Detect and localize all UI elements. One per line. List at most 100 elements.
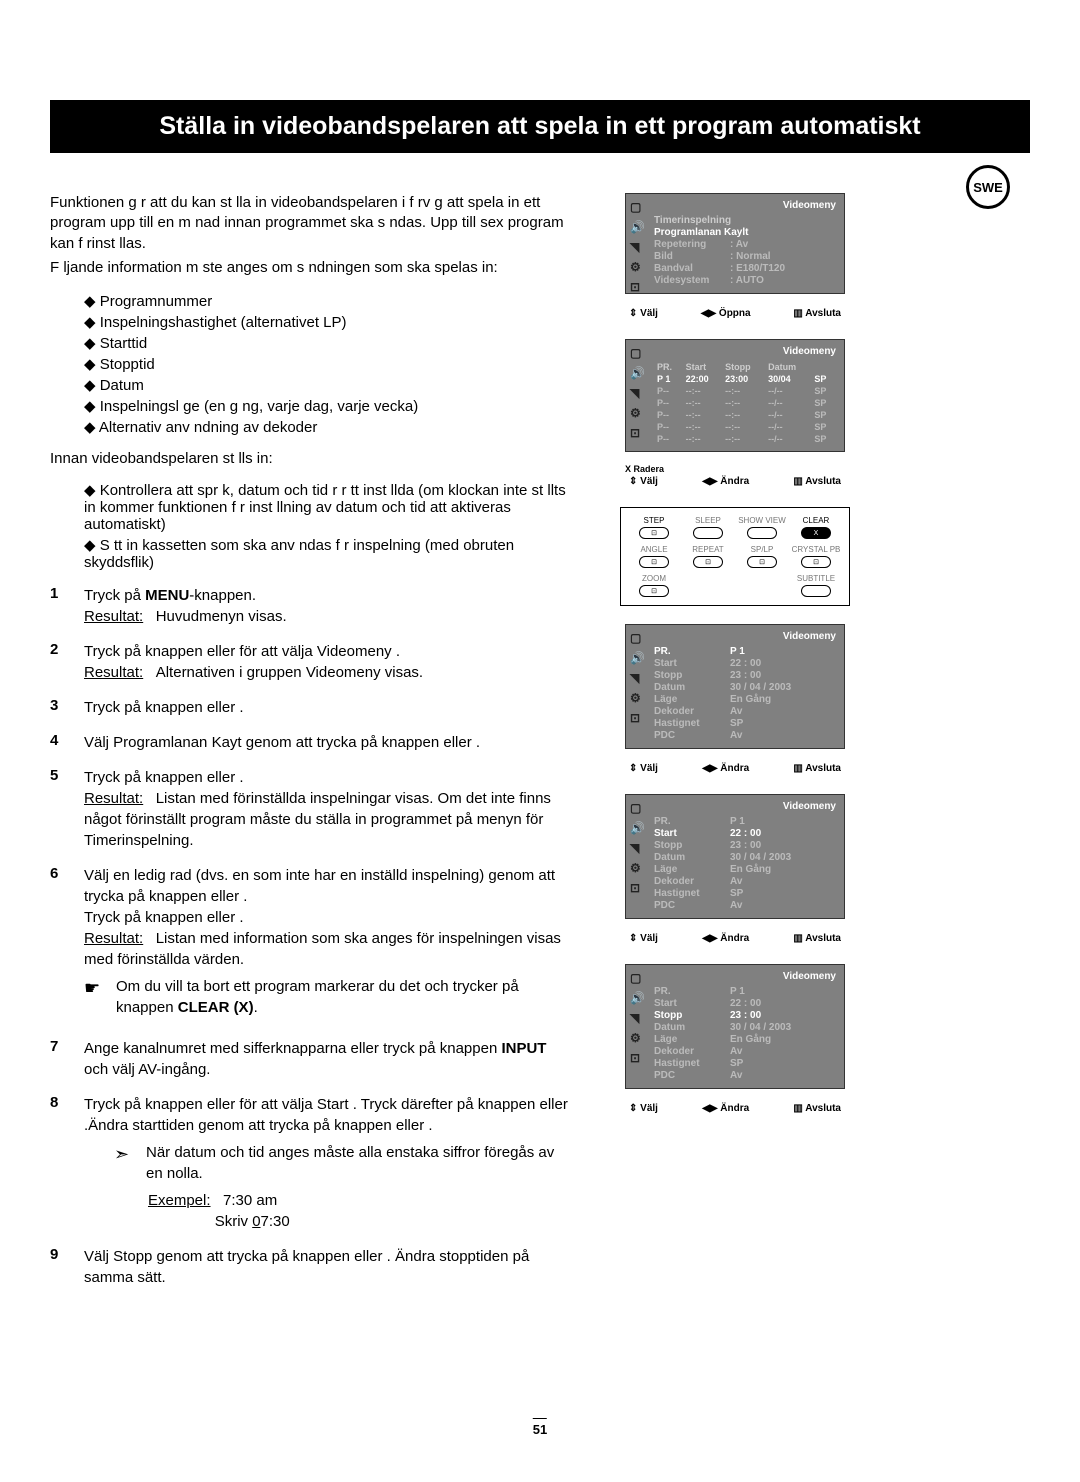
step7-text-b: och välj AV-ingång. [84,1061,210,1078]
step-6: 6 Välj en ledig rad (dvs. en som inte ha… [50,865,570,1024]
step6-result-label: Resultat: [84,930,143,947]
panel1-val: : AUTO [730,275,764,286]
osd-panel-1: ▢🔊◥⚙⊡ Videomeny Timerinspelning Programl… [625,193,845,294]
step1-result-label: Resultat: [84,608,143,625]
language-badge: SWE [966,165,1010,209]
panel-header: Videomeny [654,200,836,211]
step-4: 4 Välj Programlanan Kayt genom att tryck… [50,732,570,753]
clear-bold: CLEAR (X) [178,999,254,1016]
step-number: 2 [50,641,84,683]
panel1-label: Bandval [654,263,724,274]
bullet-list-2: Kontrollera att spr k, datum och tid r r… [84,481,570,571]
panel1-label: Bild [654,251,724,262]
example-val2a: Skriv [215,1213,253,1230]
panel-footer-3: ⇕ Välj ◀▶ Ändra ▥ Avsluta [625,761,845,776]
step1-result-text: Huvudmenyn visas. [156,608,287,625]
step6-note: ☛ Om du vill ta bort ett program markera… [84,976,570,1018]
step-3: 3 Tryck på knappen eller . [50,697,570,718]
content-right: ▢🔊◥⚙⊡ Videomeny Timerinspelning Programl… [600,193,870,1302]
footer-valj: Välj [640,308,658,319]
step-number: 1 [50,585,84,627]
step-5: 5 Tryck på knappen eller . Resultat: Lis… [50,767,570,851]
step-7: 7 Ange kanalnumret med sifferknapparna e… [50,1038,570,1080]
content-left: Funktionen g r att du kan st lla in vide… [50,193,570,1302]
example-val2u: 0 [252,1213,260,1230]
osd-panel-5: ▢🔊◥⚙⊡ Videomeny PR.P 1 Start22 : 00 Stop… [625,964,845,1089]
step6-text-b: Tryck på knappen eller . [84,909,244,926]
step-number: 3 [50,697,84,718]
pointer-icon: ☛ [84,976,116,1018]
step3-text: Tryck på knappen eller . [84,697,570,718]
panel1-label: Repetering [654,239,724,250]
arrow-icon: ➣ [114,1142,146,1184]
example-val: 7:30 am [223,1192,277,1209]
step-9: 9 Välj Stopp genom att trycka på knappen… [50,1246,570,1288]
step-number: 8 [50,1094,84,1232]
step-number: 5 [50,767,84,851]
page-number: 51 [533,1418,547,1437]
osd-panel-4: ▢🔊◥⚙⊡ Videomeny PR.P 1 Start22 : 00 Stop… [625,794,845,919]
intro-text: Funktionen g r att du kan st lla in vide… [50,193,570,278]
step6-note-a: Om du vill ta bort ett program markerar … [116,978,519,1016]
panel1-row2: Programlanan Kaylt [654,227,748,238]
step-number: 7 [50,1038,84,1080]
step1-text-a: Tryck på [84,587,145,604]
panel1-row1: Timerinspelning [654,215,731,226]
before-heading: Innan videobandspelaren st lls in: [50,450,570,467]
panel-header: Videomeny [654,346,836,357]
xradera-label: X Radera [625,464,845,474]
panel1-label: Videsystem [654,275,724,286]
bullet-item: Starttid [84,334,570,352]
footer-avsluta: Avsluta [805,308,841,319]
step5-text: Tryck på knappen eller . [84,769,244,786]
intro-p2: F ljande information m ste anges om s nd… [50,258,570,278]
bullet-item: Stopptid [84,355,570,373]
menu-bold: MENU [145,587,189,604]
step2-result-text: Alternativen i gruppen Videomeny visas. [156,664,423,681]
panel-icons: ▢🔊◥⚙⊡ [630,346,645,440]
steps-list: 1 Tryck på MENU-knappen. Resultat: Huvud… [50,585,570,1288]
osd-panel-3: ▢🔊◥⚙⊡ Videomeny PR.P 1 Start22 : 00 Stop… [625,624,845,749]
panel-footer-4: ⇕ Välj ◀▶ Ändra ▥ Avsluta [625,931,845,946]
page-title: Ställa in videobandspelaren att spela in… [50,100,1030,153]
step-2: 2 Tryck på knappen eller för att välja V… [50,641,570,683]
panel-footer-5: ⇕ Välj ◀▶ Ändra ▥ Avsluta [625,1101,845,1116]
step-number: 4 [50,732,84,753]
example-label: Exempel: [148,1192,211,1209]
panel-footer-2: ⇕ Välj ◀▶ Ändra ▥ Avsluta [625,474,845,489]
panel1-val: : Normal [730,251,771,262]
step4-text: Välj Programlanan Kayt genom att trycka … [84,732,570,753]
bullet-item: Datum [84,376,570,394]
panel-footer-1: ⇕ Välj ◀▶ Öppna ▥ Avsluta [625,306,845,321]
step2-text: Tryck på knappen eller för att välja Vid… [84,643,400,660]
step8-note-text: När datum och tid anges måste alla ensta… [146,1142,570,1184]
bullet-item: Alternativ anv ndning av dekoder [84,418,570,436]
step8-note: ➣ När datum och tid anges måste alla ens… [84,1142,570,1184]
step2-result-label: Resultat: [84,664,143,681]
step9-text: Välj Stopp genom att trycka på knappen e… [84,1246,570,1288]
step6-text-a: Välj en ledig rad (dvs. en som inte har … [84,867,555,905]
step6-note-c: . [254,999,258,1016]
step5-result-label: Resultat: [84,790,143,807]
bullet-item: S tt in kassetten som ska anv ndas f r i… [84,536,570,571]
bullet-item: Kontrollera att spr k, datum och tid r r… [84,481,570,533]
bullet-item: Inspelningshastighet (alternativet LP) [84,313,570,331]
step7-text-a: Ange kanalnumret med sifferknapparna ell… [84,1040,501,1057]
example-val2b: 7:30 [261,1213,290,1230]
panel-icons: ▢🔊◥⚙⊡ [630,200,645,294]
intro-p1: Funktionen g r att du kan st lla in vide… [50,193,570,254]
bullet-item: Programnummer [84,292,570,310]
panel1-val: : Av [730,239,748,250]
panel1-val: : E180/T120 [730,263,785,274]
osd-panel-2: ▢🔊◥⚙⊡ Videomeny PR.StartStoppDatum P 122… [625,339,845,452]
remote-diagram: STEP⊡ SLEEP SHOW VIEW CLEARX ANGLE⊡ REPE… [620,507,850,606]
step8-example: Exempel: 7:30 am Skriv 07:30 [148,1190,570,1232]
step8-text: Tryck på knappen eller för att välja Sta… [84,1096,568,1134]
panel2-table: PR.StartStoppDatum P 122:0023:0030/04SP … [654,361,836,445]
bullet-list-1: Programnummer Inspelningshastighet (alte… [84,292,570,436]
step5-result-text: Listan med förinställda inspelningar vis… [84,790,551,849]
step6-result-text: Listan med information som ska anges för… [84,930,561,968]
step-8: 8 Tryck på knappen eller för att välja S… [50,1094,570,1232]
bullet-item: Inspelningsl ge (en g ng, varje dag, var… [84,397,570,415]
step1-text-b: -knappen. [189,587,256,604]
